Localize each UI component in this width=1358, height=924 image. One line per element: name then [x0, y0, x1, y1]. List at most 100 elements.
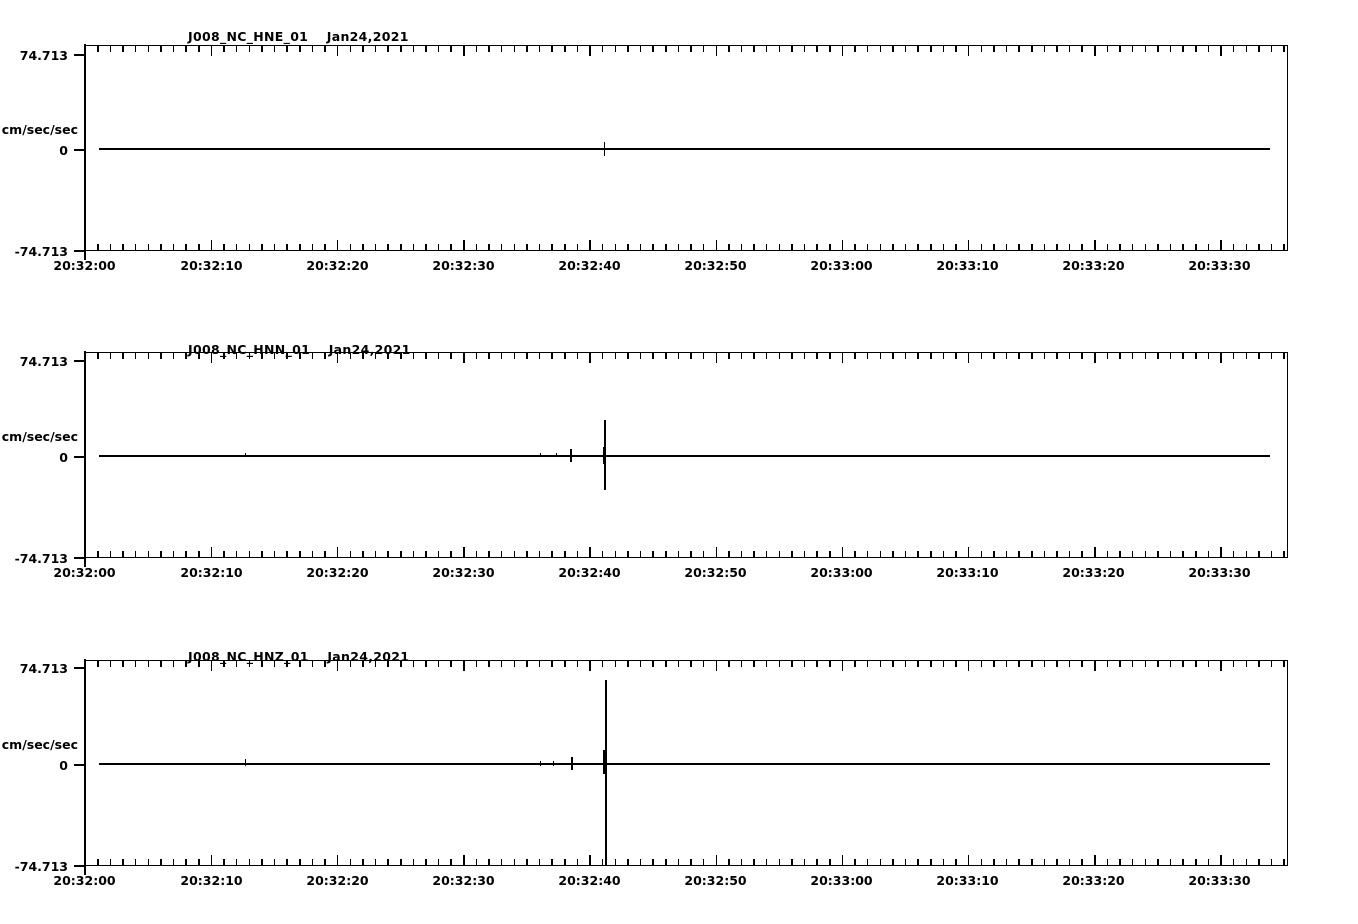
x-minor-tick-top — [879, 660, 882, 667]
x-major-tick-top — [715, 660, 717, 671]
x-major-tick-top — [336, 45, 339, 56]
x-minor-tick-bottom — [387, 859, 389, 866]
x-major-tick-top — [336, 660, 339, 671]
x-minor-tick-bottom — [778, 551, 781, 558]
x-minor-tick-top — [980, 45, 983, 52]
x-major-tick-top — [841, 660, 844, 671]
x-major-tick-bottom — [967, 547, 970, 558]
x-minor-tick-bottom — [374, 551, 377, 558]
x-minor-tick-top — [1270, 45, 1273, 52]
x-minor-tick-top — [311, 660, 314, 667]
x-tick-label-hnn-5: 20:32:50 — [684, 565, 747, 580]
x-minor-tick-top — [829, 45, 831, 52]
x-minor-tick-top — [652, 45, 654, 52]
x-major-tick-top — [715, 45, 717, 56]
x-minor-tick-top — [564, 352, 566, 359]
x-minor-tick-bottom — [1106, 244, 1109, 251]
x-minor-tick-top — [1144, 660, 1147, 667]
panel-title-hne: J008_NC_HNE_01 Jan24,2021 — [188, 29, 409, 44]
x-minor-tick-bottom — [803, 859, 806, 866]
x-minor-tick-bottom — [942, 244, 945, 251]
x-minor-tick-top — [1043, 352, 1046, 359]
x-minor-tick-top — [614, 352, 617, 359]
x-minor-tick-bottom — [261, 551, 263, 558]
x-minor-tick-top — [488, 45, 490, 52]
x-minor-tick-top — [778, 45, 781, 52]
x-minor-tick-top — [1005, 45, 1008, 52]
x-minor-tick-top — [324, 45, 326, 52]
x-minor-tick-top — [690, 352, 692, 359]
x-minor-tick-bottom — [854, 244, 856, 251]
y-axis-line-hnz — [84, 659, 86, 875]
x-minor-tick-bottom — [122, 244, 124, 251]
x-minor-tick-bottom — [1207, 551, 1210, 558]
x-minor-tick-top — [816, 352, 818, 359]
x-minor-tick-top — [513, 45, 516, 52]
x-minor-tick-bottom — [387, 551, 389, 558]
x-minor-tick-top — [425, 660, 427, 667]
x-minor-tick-bottom — [412, 551, 415, 558]
x-minor-tick-top — [1043, 45, 1046, 52]
x-minor-tick-bottom — [551, 859, 553, 866]
x-minor-tick-top — [286, 45, 288, 52]
x-minor-tick-bottom — [917, 551, 919, 558]
x-major-tick-bottom — [84, 855, 86, 866]
x-minor-tick-bottom — [299, 244, 301, 251]
x-minor-tick-bottom — [1043, 551, 1046, 558]
panel-channel-label: J008_NC_HNE_01 — [188, 29, 309, 44]
x-minor-tick-top — [198, 45, 200, 52]
x-minor-tick-top — [248, 352, 251, 359]
x-minor-tick-top — [601, 352, 604, 359]
x-minor-tick-top — [223, 45, 225, 52]
x-minor-tick-top — [955, 660, 957, 667]
x-minor-tick-top — [450, 660, 452, 667]
x-minor-tick-top — [387, 660, 389, 667]
x-minor-tick-top — [576, 352, 579, 359]
x-minor-tick-bottom — [564, 551, 566, 558]
x-minor-tick-top — [538, 352, 541, 359]
y-tick-bottom-hne: -74.713 — [14, 244, 68, 259]
x-minor-tick-top — [1119, 660, 1121, 667]
x-minor-tick-bottom — [437, 244, 440, 251]
x-minor-tick-top — [803, 45, 806, 52]
x-minor-tick-top — [299, 45, 301, 52]
x-tick-label-hnn-3: 20:32:30 — [432, 565, 495, 580]
x-minor-tick-bottom — [1081, 859, 1083, 866]
x-minor-tick-bottom — [1283, 551, 1285, 558]
x-minor-tick-top — [147, 352, 150, 359]
x-minor-tick-bottom — [134, 244, 137, 251]
x-minor-tick-bottom — [601, 551, 604, 558]
x-minor-tick-top — [854, 660, 856, 667]
x-major-tick-bottom — [1220, 855, 1222, 866]
x-tick-label-hne-8: 20:33:20 — [1062, 258, 1125, 273]
x-minor-tick-top — [917, 352, 919, 359]
x-minor-tick-bottom — [690, 859, 692, 866]
x-minor-tick-top — [1182, 352, 1184, 359]
x-minor-tick-bottom — [500, 859, 503, 866]
x-minor-tick-top — [122, 660, 124, 667]
x-minor-tick-top — [576, 45, 579, 52]
y-tick-dash-top-hnn — [74, 360, 86, 362]
x-minor-tick-bottom — [1144, 244, 1147, 251]
x-minor-tick-top — [1043, 660, 1046, 667]
x-minor-tick-top — [437, 45, 440, 52]
x-minor-tick-top — [1081, 45, 1083, 52]
x-minor-tick-top — [349, 45, 352, 52]
x-minor-tick-bottom — [917, 244, 919, 251]
x-minor-tick-bottom — [488, 551, 490, 558]
x-minor-tick-top — [412, 352, 415, 359]
x-minor-tick-top — [892, 660, 894, 667]
x-minor-tick-top — [1195, 660, 1197, 667]
x-minor-tick-bottom — [538, 551, 541, 558]
x-minor-tick-top — [1207, 660, 1210, 667]
x-minor-tick-top — [765, 352, 768, 359]
x-minor-tick-bottom — [97, 244, 99, 251]
x-minor-tick-bottom — [1245, 859, 1248, 866]
x-minor-tick-top — [677, 660, 680, 667]
x-minor-tick-bottom — [854, 551, 856, 558]
x-minor-tick-top — [425, 352, 427, 359]
x-minor-tick-top — [299, 660, 301, 667]
x-minor-tick-bottom — [374, 244, 377, 251]
x-minor-tick-top — [1018, 45, 1020, 52]
x-minor-tick-top — [147, 660, 150, 667]
